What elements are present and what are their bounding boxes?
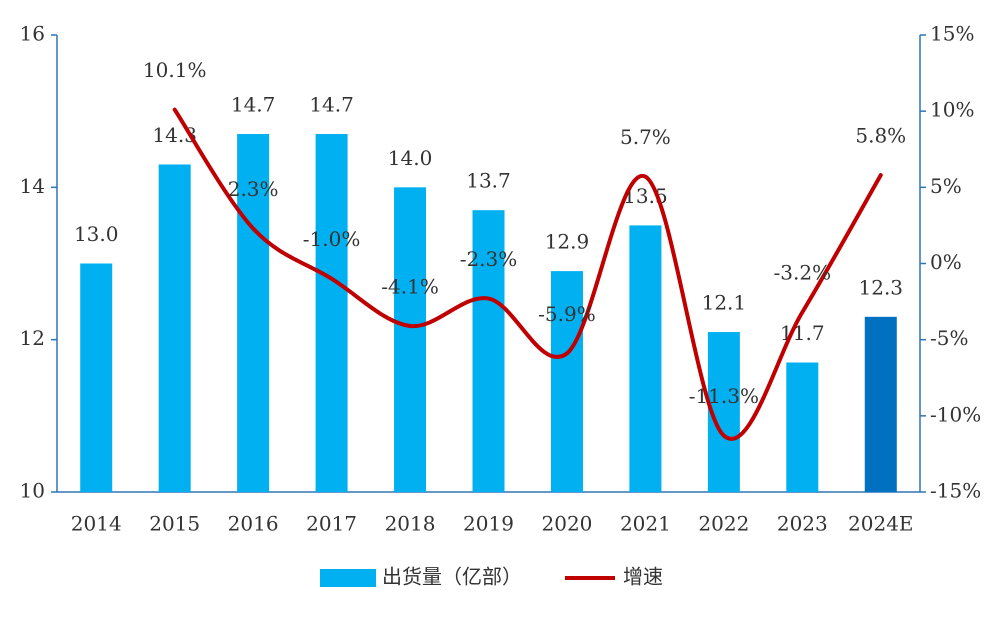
x-tick-label: 2018 — [385, 512, 436, 536]
bar-value-label: 12.9 — [545, 230, 590, 254]
bar-value-label: 12.3 — [859, 275, 904, 299]
bar — [315, 134, 348, 492]
bar — [864, 316, 897, 492]
line-value-label: -3.2% — [774, 261, 832, 285]
x-tick-label: 2014 — [71, 512, 122, 536]
bar — [629, 225, 662, 492]
line-value-label: 10.1% — [143, 58, 207, 82]
bar — [786, 362, 819, 492]
bar — [80, 263, 113, 492]
y2-tick-label: 5% — [930, 174, 962, 198]
bar — [237, 134, 270, 492]
y2-tick-label: -10% — [930, 402, 981, 426]
y2-tick-label: 10% — [930, 98, 974, 122]
bar — [472, 210, 505, 492]
x-tick-label: 2022 — [698, 512, 749, 536]
bar — [394, 187, 427, 493]
x-tick-label: 2024E — [848, 512, 914, 536]
x-tick-label: 2017 — [306, 512, 357, 536]
y2-tick-label: -5% — [930, 326, 969, 350]
legend-label: 出货量（亿部） — [382, 565, 522, 589]
y2-tick-label: -15% — [930, 479, 981, 503]
bar-value-label: 14.0 — [388, 146, 433, 170]
x-tick-label: 2021 — [620, 512, 671, 536]
line-value-label: -5.9% — [538, 302, 596, 326]
line-value-label: 2.3% — [228, 177, 279, 201]
x-tick-label: 2019 — [463, 512, 514, 536]
bar — [550, 271, 583, 492]
line-value-label: -1.0% — [303, 227, 361, 251]
line-value-label: -4.1% — [381, 274, 439, 298]
x-tick-label: 2020 — [542, 512, 593, 536]
line-value-label: -11.3% — [689, 384, 759, 408]
bar-value-label: 12.1 — [702, 291, 747, 315]
legend-label: 增速 — [623, 565, 663, 589]
bar-value-label: 14.7 — [231, 93, 276, 117]
line — [172, 107, 883, 441]
y2-tick-label: 0% — [930, 250, 962, 274]
x-tick-label: 2015 — [149, 512, 200, 536]
line-value-label: -2.3% — [460, 247, 518, 271]
bar-value-label: 13.7 — [466, 169, 511, 193]
x-tick-label: 2016 — [228, 512, 279, 536]
legend-swatch — [320, 569, 376, 587]
bar-value-label: 13.0 — [74, 222, 119, 246]
y-tick-label: 16 — [20, 22, 45, 46]
bar — [158, 164, 191, 492]
y-tick-label: 10 — [20, 479, 45, 503]
y-tick-label: 12 — [20, 326, 45, 350]
y2-tick-label: 15% — [930, 22, 974, 46]
line-value-label: 5.7% — [620, 125, 671, 149]
y-tick-label: 14 — [20, 174, 45, 198]
x-tick-label: 2023 — [777, 512, 828, 536]
line-value-label: 5.8% — [855, 124, 906, 148]
bar-value-label: 14.7 — [309, 93, 354, 117]
